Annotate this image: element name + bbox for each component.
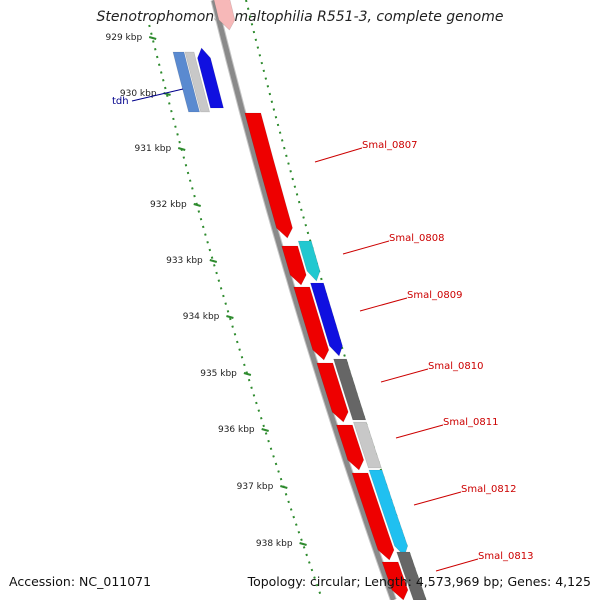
tick-label: 930 kbp xyxy=(120,89,157,99)
gene-feature-red xyxy=(351,472,395,561)
tick-mark xyxy=(148,36,157,40)
label-leader-line xyxy=(413,491,462,506)
gene-smal0809-feature xyxy=(310,282,343,357)
label-leader-line xyxy=(342,240,390,255)
accession-value: NC_011071 xyxy=(79,574,152,589)
gene-labels: tdh Smal_0807 Smal_0808 Smal_0809 Smal_0810 S… xyxy=(112,88,533,572)
gene-smal0812-feature xyxy=(368,469,408,557)
tick-mark xyxy=(193,203,202,207)
gene-label: Smal_0812 xyxy=(461,484,516,495)
accession-label: Accession: xyxy=(9,574,76,589)
topology-label: Topology: xyxy=(247,574,307,589)
tick-label: 938 kbp xyxy=(256,539,293,549)
gene-smal0807-feature xyxy=(244,112,293,239)
tick-mark xyxy=(280,485,288,489)
tick-dotted-line xyxy=(148,24,322,596)
length-value: 4,573,969 bp; xyxy=(415,574,504,589)
gene-label: Smal_0807 xyxy=(362,140,417,151)
genome-stats: Topology: circular; Length: 4,573,969 bp… xyxy=(248,574,591,589)
genes-label: Genes: xyxy=(507,574,552,589)
gene-smal0813-feature xyxy=(396,551,427,600)
tick-mark xyxy=(299,542,307,546)
genes-value: 4,125 xyxy=(555,574,591,589)
tick-label: 929 kbp xyxy=(106,33,143,43)
label-leader-line xyxy=(314,147,363,163)
gene-feature-red xyxy=(381,561,409,600)
gene-feature-blue xyxy=(197,47,224,109)
genome-backbone xyxy=(210,0,397,600)
gene-feature-faded xyxy=(213,0,236,31)
tick-mark xyxy=(261,428,269,432)
gene-label: Smal_0810 xyxy=(428,361,483,372)
label-leader-line xyxy=(380,368,429,383)
label-leader-line xyxy=(131,88,184,102)
gene-smal0811-feature xyxy=(352,421,382,469)
tick-label: 937 kbp xyxy=(237,482,274,492)
tick-mark xyxy=(226,315,234,319)
tick-label: 934 kbp xyxy=(183,312,220,322)
tick-mark xyxy=(209,259,218,263)
gene-label: tdh xyxy=(112,96,129,107)
gene-label: Smal_0813 xyxy=(478,551,533,562)
gene-smal0808-feature xyxy=(297,240,321,282)
length-label: Length: xyxy=(364,574,412,589)
label-leader-line xyxy=(395,424,444,439)
map-title: Stenotrophomonas maltophilia R551-3, com… xyxy=(96,9,504,25)
tick-label: 933 kbp xyxy=(166,256,203,266)
label-leader-line xyxy=(435,558,479,572)
gene-feature-red xyxy=(316,362,349,423)
gene-label: Smal_0811 xyxy=(443,417,498,428)
label-leader-line xyxy=(359,297,408,312)
backbone-line xyxy=(211,0,396,600)
gene-label: Smal_0809 xyxy=(407,290,462,301)
tick-label: 935 kbp xyxy=(200,369,237,379)
tick-label: 931 kbp xyxy=(135,144,172,154)
gene-smal0810-feature xyxy=(333,358,367,421)
gene-feature-gray xyxy=(184,51,210,113)
gene-feature-red xyxy=(281,245,307,286)
topology-value: circular; xyxy=(310,574,361,589)
tick-marks: 929 kbp 930 kbp 931 kbp 932 kbp 933 kbp 934 k… xyxy=(106,33,307,549)
tick-label: 936 kbp xyxy=(218,425,255,435)
gene-features xyxy=(172,0,427,600)
tick-mark xyxy=(177,147,186,151)
gene-label: Smal_0808 xyxy=(389,233,444,244)
tick-mark xyxy=(243,372,252,376)
gene-feature-red xyxy=(293,286,330,361)
gene-feature-red xyxy=(335,424,365,471)
gene-tdh-feature xyxy=(172,51,200,113)
accession-info: Accession: NC_011071 xyxy=(9,574,151,589)
tick-label: 932 kbp xyxy=(150,200,187,210)
